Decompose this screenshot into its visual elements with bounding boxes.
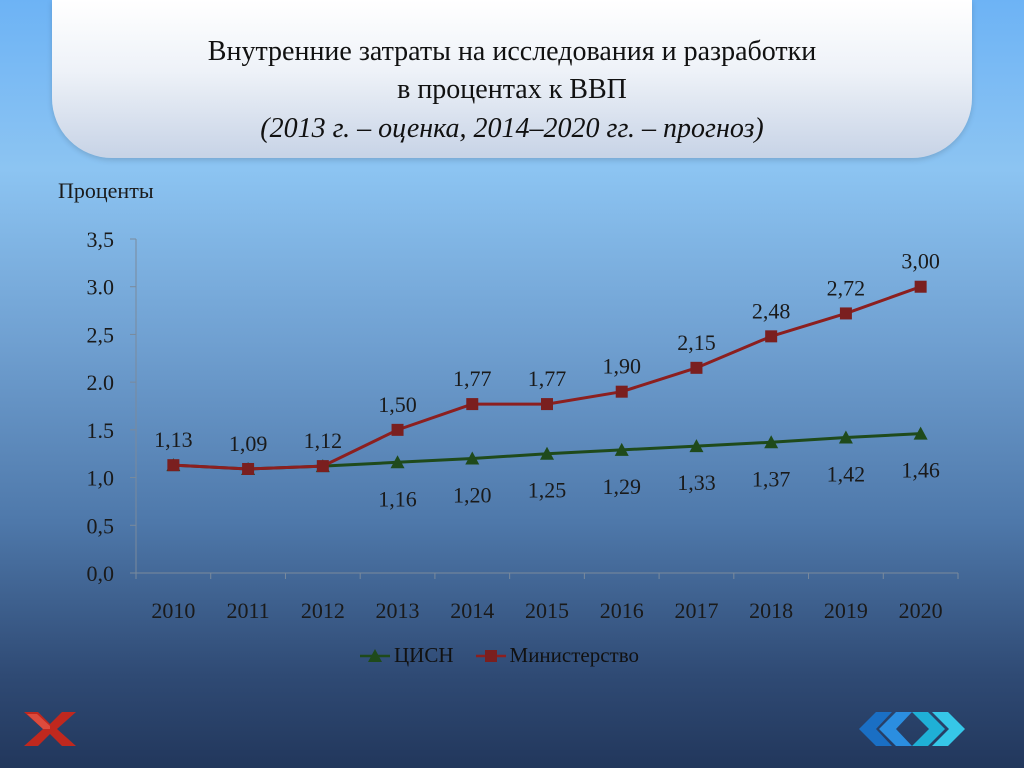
legend-item-ministry: Министерство	[475, 643, 639, 668]
x-tick-label: 2011	[226, 598, 269, 623]
y-tick-label: 3,5	[87, 227, 115, 252]
x-tick-label: 2019	[824, 598, 868, 623]
data-point-ministry	[242, 462, 255, 475]
double-chevron-icons	[859, 712, 965, 746]
data-label-cisn: 1,25	[528, 478, 567, 503]
x-tick-label: 2014	[450, 598, 494, 623]
data-point-cisn	[465, 451, 480, 465]
y-axis-label: Проценты	[58, 178, 154, 203]
data-point-ministry	[466, 398, 479, 411]
title-panel: Внутренние затраты на исследования и раз…	[52, 0, 972, 158]
x-tick-label: 2013	[376, 598, 420, 623]
data-point-ministry	[765, 330, 778, 343]
data-label-cisn: 1,33	[677, 470, 716, 495]
data-point-ministry	[167, 459, 180, 472]
data-label-ministry: 1,90	[602, 354, 641, 379]
y-tick-label: 2,5	[87, 322, 115, 347]
y-tick-label: 0,5	[87, 513, 115, 538]
data-label-ministry: 1,13	[154, 427, 193, 452]
data-point-ministry	[541, 398, 553, 411]
data-point-ministry	[615, 385, 628, 398]
data-label-ministry: 2,48	[752, 298, 791, 323]
data-point-cisn	[913, 426, 928, 440]
data-point-ministry	[914, 280, 927, 293]
y-tick-label: 3.0	[87, 275, 115, 300]
data-point-cisn	[764, 435, 779, 449]
data-point-cisn	[390, 455, 405, 469]
legend: ЦИСН Министерство	[360, 643, 661, 668]
data-label-ministry: 2,15	[677, 330, 716, 355]
data-point-ministry	[690, 361, 703, 374]
data-label-cisn: 1,42	[827, 461, 866, 486]
back-chevron-icon[interactable]	[859, 712, 912, 746]
legend-label-ministry: Министерство	[509, 643, 639, 667]
data-label-cisn: 1,37	[752, 466, 791, 491]
x-tick-label: 2017	[674, 598, 718, 623]
data-point-cisn	[614, 442, 629, 456]
x-tick-label: 2012	[301, 598, 345, 623]
legend-triangle-marker-icon	[360, 648, 390, 662]
data-label-ministry: 1,77	[528, 366, 567, 391]
data-point-ministry	[839, 307, 852, 320]
data-label-ministry: 1,77	[453, 366, 492, 391]
chart-title-line-1: Внутренние затраты на исследования и раз…	[207, 36, 817, 67]
data-label-ministry: 1,50	[378, 392, 417, 417]
legend-item-cisn: ЦИСН	[360, 643, 454, 668]
x-tick-label: 2018	[749, 598, 793, 623]
data-point-ministry	[391, 423, 404, 436]
data-point-cisn	[540, 446, 554, 460]
data-label-ministry: 3,00	[901, 249, 940, 274]
x-tick-label: 2016	[600, 598, 644, 623]
forward-chevron-icon[interactable]	[912, 712, 965, 746]
data-label-cisn: 1,29	[602, 474, 641, 499]
data-label-cisn: 1,20	[453, 482, 492, 507]
y-tick-label: 1.5	[87, 418, 115, 443]
x-tick-label: 2010	[151, 598, 195, 623]
data-label-ministry: 2,72	[827, 275, 866, 300]
chart-title-line-3: (2013 г. – оценка, 2014–2020 гг. – прогн…	[260, 113, 764, 144]
data-label-cisn: 1,16	[378, 486, 417, 511]
data-label-ministry: 1,12	[304, 428, 343, 453]
y-tick-label: 0,0	[87, 561, 115, 586]
y-tick-label: 1,0	[87, 466, 115, 491]
data-label-ministry: 1,09	[229, 431, 268, 456]
x-tick-label: 2020	[899, 598, 943, 623]
legend-square-marker-icon	[475, 649, 506, 662]
data-label-cisn: 1,46	[901, 458, 940, 483]
close-x-icon[interactable]	[24, 710, 76, 748]
chart-title-line-2: в процентах к ВВП	[397, 74, 627, 105]
x-tick-label: 2015	[525, 598, 569, 623]
data-point-cisn	[838, 430, 853, 444]
legend-label-cisn: ЦИСН	[394, 643, 454, 667]
data-point-cisn	[689, 439, 704, 453]
y-tick-label: 2.0	[87, 370, 115, 395]
data-point-ministry	[316, 460, 329, 473]
